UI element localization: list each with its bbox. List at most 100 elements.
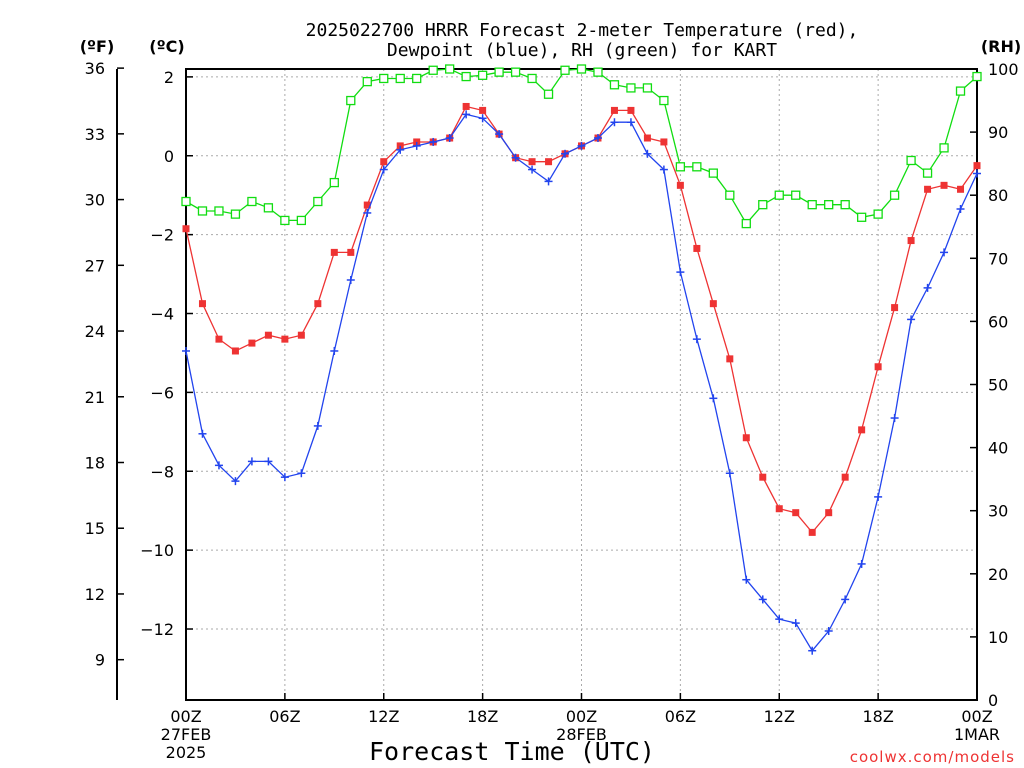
dewpoint-point	[956, 205, 965, 214]
rh-tick-label: 90	[988, 123, 1008, 142]
celsius-tick-label: −8	[150, 462, 174, 481]
celsius-tick-label: −2	[150, 226, 174, 245]
rh-point	[692, 162, 702, 172]
celsius-tick-label: −4	[150, 305, 174, 324]
dewpoint-series	[182, 110, 981, 655]
fahrenheit-tick-label: 24	[85, 322, 105, 341]
rh-tick-label: 40	[988, 439, 1008, 458]
rh-point	[280, 215, 290, 226]
fahrenheit-tick-label: 18	[85, 453, 105, 472]
temperature-point	[891, 304, 899, 312]
temperature-point	[610, 106, 618, 114]
temperature-point	[792, 509, 800, 517]
dewpoint-point	[577, 141, 586, 150]
rh-point	[445, 64, 455, 74]
fahrenheit-unit-label: (ºF)	[80, 37, 115, 56]
temperature-point	[347, 248, 355, 256]
temperature-point	[264, 331, 272, 339]
rh-point	[807, 200, 817, 210]
rh-point	[461, 71, 471, 82]
rh-point	[922, 168, 933, 178]
rh-point	[725, 190, 735, 200]
dewpoint-point	[264, 457, 273, 466]
temperature-point	[479, 106, 487, 114]
dewpoint-point	[709, 394, 718, 403]
grid-lines	[186, 69, 977, 700]
dewpoint-point	[907, 315, 916, 324]
rh-tick-label: 30	[988, 502, 1008, 521]
dewpoint-point	[808, 646, 817, 655]
rh-point	[873, 209, 883, 219]
rh-point	[840, 200, 850, 210]
temperature-point	[627, 106, 635, 114]
time-tick-label: 18Z	[467, 707, 498, 726]
rh-point	[329, 177, 339, 188]
dewpoint-point	[445, 134, 454, 143]
time-tick-label: 28FEB	[556, 725, 607, 744]
temperature-point	[676, 181, 684, 189]
dewpoint-point	[247, 457, 256, 466]
rh-point	[856, 212, 867, 222]
dewpoint-point	[297, 469, 306, 478]
rh-point	[626, 83, 636, 93]
rh-point	[889, 190, 900, 200]
dewpoint-point	[742, 575, 751, 584]
rh-point	[395, 73, 405, 84]
rh-point	[576, 64, 587, 74]
rh-point	[346, 95, 356, 106]
temperature-point	[380, 158, 388, 166]
temperature-point	[924, 185, 932, 193]
temperature-point	[742, 434, 750, 442]
rh-tick-label: 20	[988, 565, 1008, 584]
time-tick-label: 18Z	[862, 707, 893, 726]
dewpoint-point	[528, 165, 537, 174]
rh-point	[609, 80, 620, 90]
temperature-point	[874, 363, 882, 371]
dewpoint-point	[857, 559, 866, 568]
dewpoint-point	[346, 275, 355, 284]
rh-point	[972, 71, 982, 82]
dewpoint-point	[692, 335, 701, 344]
rh-point	[774, 190, 784, 200]
time-tick-label: 00Z	[961, 707, 992, 726]
celsius-tick-label: 2	[164, 68, 174, 87]
rh-point	[593, 67, 603, 77]
dewpoint-point	[231, 477, 240, 486]
temperature-point	[363, 201, 371, 209]
rh-tick-label: 50	[988, 376, 1008, 395]
rh-point	[708, 168, 718, 178]
dewpoint-point	[511, 153, 520, 162]
rh-point	[428, 65, 438, 75]
rh-tick-label: 70	[988, 249, 1008, 268]
rh-point	[197, 206, 208, 216]
time-tick-label: 12Z	[764, 707, 795, 726]
temperature-point	[973, 162, 981, 170]
chart-title-line2: Dewpoint (blue), RH (green) for KART	[387, 40, 777, 61]
dewpoint-point	[330, 346, 339, 355]
rh-point	[906, 155, 916, 166]
fahrenheit-tick-label: 27	[85, 256, 105, 275]
rh-point	[412, 73, 422, 84]
dewpoint-point	[626, 118, 635, 127]
rh-point	[247, 196, 257, 207]
dewpoint-point	[544, 177, 553, 186]
temperature-point	[545, 158, 553, 166]
dewpoint-point	[874, 492, 883, 501]
rh-tick-label: 0	[988, 691, 998, 710]
temperature-point	[462, 102, 470, 110]
temperature-point	[281, 335, 289, 343]
dewpoint-point	[182, 346, 190, 355]
dewpoint-point	[890, 414, 899, 423]
rh-series	[181, 64, 982, 229]
rh-point	[477, 70, 488, 80]
temperature-point	[709, 300, 717, 308]
temperature-point	[215, 335, 223, 343]
rh-point	[791, 190, 801, 200]
x-axis-label: Forecast Time (UTC)	[369, 737, 655, 766]
rh-point	[214, 206, 224, 216]
time-tick-label: 06Z	[269, 707, 300, 726]
celsius-tick-label: −10	[140, 541, 174, 560]
dewpoint-point	[396, 145, 405, 154]
